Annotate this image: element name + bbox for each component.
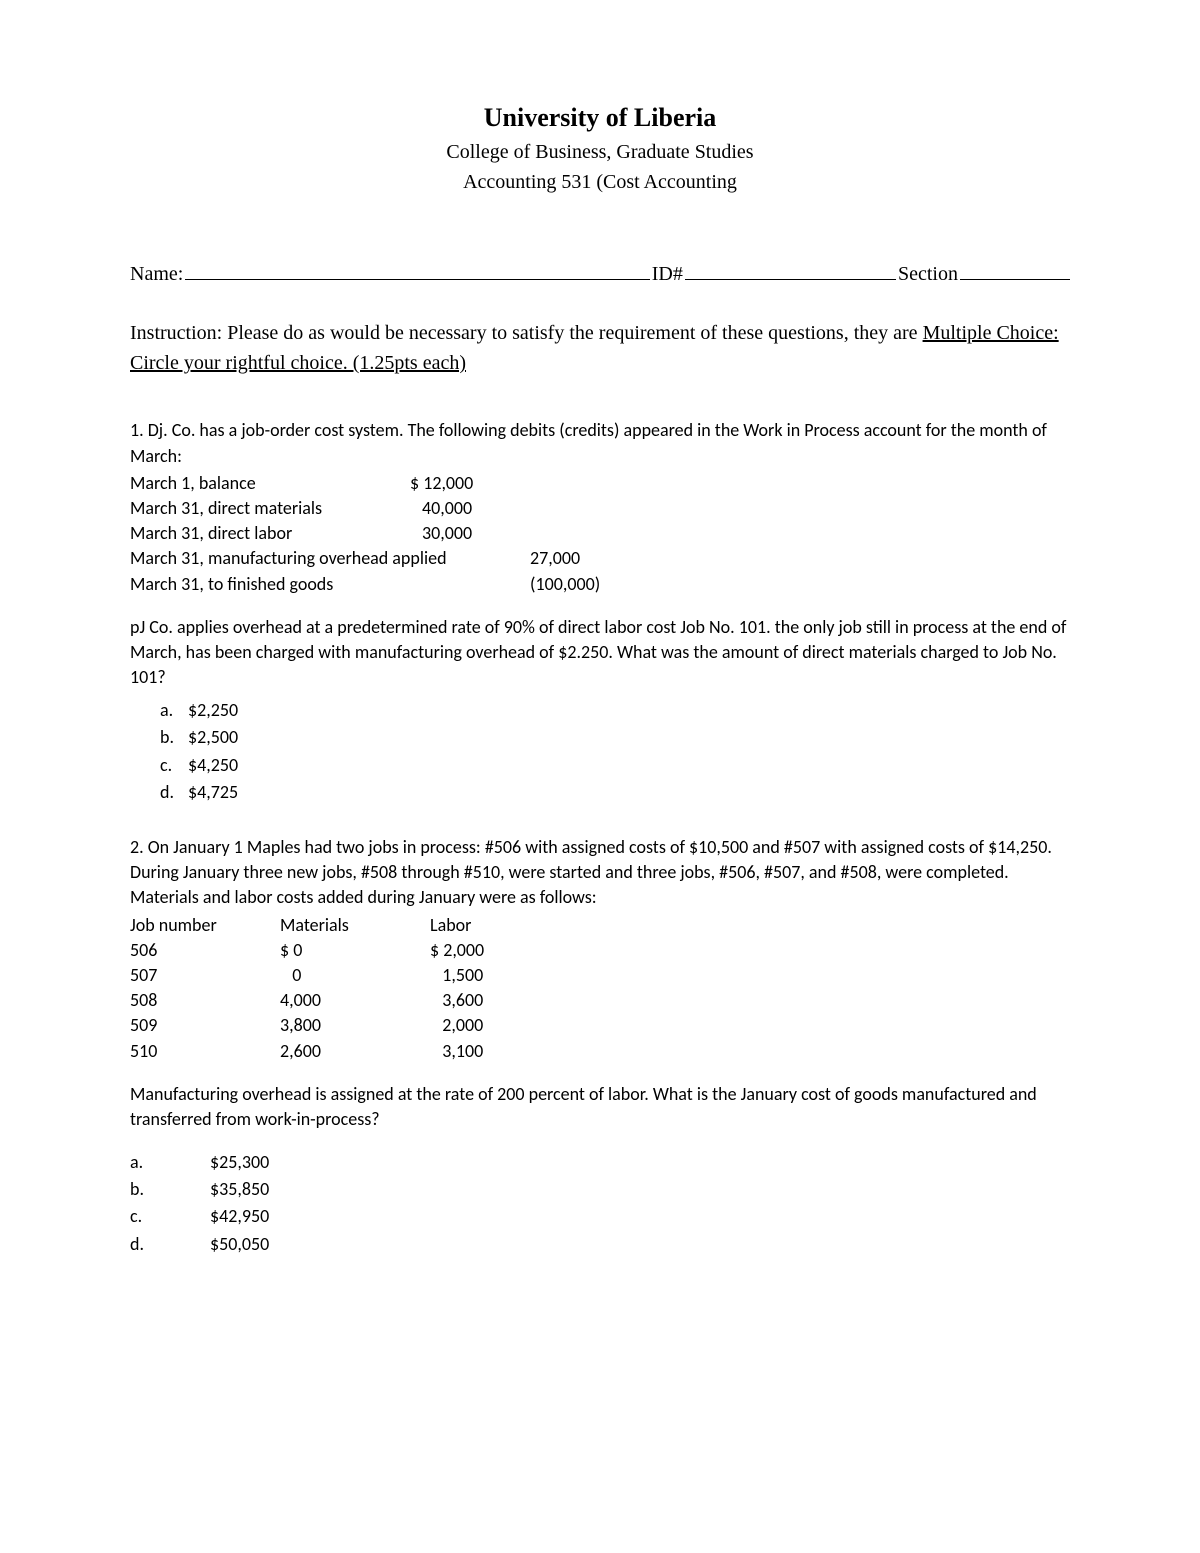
q2-jobs-table: Job number Materials Labor 506 $ 0 $ 2,0… xyxy=(130,913,1070,1064)
choice-a[interactable]: a. $2,250 xyxy=(160,698,1070,723)
choice-letter: a. xyxy=(160,698,188,723)
college-subtitle: College of Business, Graduate Studies xyxy=(130,138,1070,166)
wip-label: March 31, direct materials xyxy=(130,496,410,521)
wip-label: March 31, to finished goods xyxy=(130,572,530,597)
table-row: March 1, balance $ 12,000 xyxy=(130,471,1070,496)
question-1: 1. Dj. Co. has a job-order cost system. … xyxy=(130,418,1070,805)
document-header: University of Liberia College of Busines… xyxy=(130,100,1070,196)
q1-choices: a. $2,250 b. $2,500 c. $4,250 d. $4,725 xyxy=(160,698,1070,805)
choice-d[interactable]: d. $50,050 xyxy=(130,1232,1070,1257)
cell: 3,600 xyxy=(430,988,580,1013)
choice-letter: d. xyxy=(130,1232,210,1257)
section-label: Section xyxy=(898,260,958,288)
choice-a[interactable]: a. $25,300 xyxy=(130,1150,1070,1175)
cell: 508 xyxy=(130,988,280,1013)
table-row: March 31, direct materials 40,000 xyxy=(130,496,1070,521)
course-subtitle: Accounting 531 (Cost Accounting xyxy=(130,168,1070,196)
q1-intro: 1. Dj. Co. has a job-order cost system. … xyxy=(130,418,1070,468)
choice-text: $42,950 xyxy=(210,1204,269,1229)
wip-label: March 1, balance xyxy=(130,471,410,496)
wip-label: March 31, manufacturing overhead applied xyxy=(130,546,530,571)
choice-b[interactable]: b. $35,850 xyxy=(130,1177,1070,1202)
cell: 3,100 xyxy=(430,1039,580,1064)
choice-text: $25,300 xyxy=(210,1150,269,1175)
name-label: Name: xyxy=(130,260,183,288)
col-header: Labor xyxy=(430,913,580,938)
cell: 3,800 xyxy=(280,1013,430,1038)
choice-d[interactable]: d. $4,725 xyxy=(160,780,1070,805)
choice-text: $35,850 xyxy=(210,1177,269,1202)
choice-letter: d. xyxy=(160,780,188,805)
choice-c[interactable]: c. $42,950 xyxy=(130,1204,1070,1229)
cell: 509 xyxy=(130,1013,280,1038)
table-row: 508 4,000 3,600 xyxy=(130,988,1070,1013)
wip-value: 40,000 xyxy=(410,496,510,521)
cell: 507 xyxy=(130,963,280,988)
choice-letter: c. xyxy=(160,753,188,778)
col-header: Materials xyxy=(280,913,430,938)
question-2: 2. On January 1 Maples had two jobs in p… xyxy=(130,835,1070,1257)
id-label: ID# xyxy=(652,260,683,288)
choice-text: $4,250 xyxy=(188,753,238,778)
table-header-row: Job number Materials Labor xyxy=(130,913,1070,938)
table-row: March 31, manufacturing overhead applied… xyxy=(130,546,1070,571)
wip-label: March 31, direct labor xyxy=(130,521,410,546)
cell: 510 xyxy=(130,1039,280,1064)
q2-choices: a. $25,300 b. $35,850 c. $42,950 d. $50,… xyxy=(130,1150,1070,1257)
choice-text: $2,250 xyxy=(188,698,238,723)
choice-text: $2,500 xyxy=(188,725,238,750)
q1-subquestion: pJ Co. applies overhead at a predetermin… xyxy=(130,615,1070,691)
cell: $ 2,000 xyxy=(430,938,580,963)
wip-value: $ 12,000 xyxy=(410,471,510,496)
choice-b[interactable]: b. $2,500 xyxy=(160,725,1070,750)
table-row: 507 0 1,500 xyxy=(130,963,1070,988)
table-row: 510 2,600 3,100 xyxy=(130,1039,1070,1064)
wip-value: (100,000) xyxy=(530,572,630,597)
choice-letter: b. xyxy=(160,725,188,750)
q2-intro: 2. On January 1 Maples had two jobs in p… xyxy=(130,835,1070,911)
q2-subquestion: Manufacturing overhead is assigned at th… xyxy=(130,1082,1070,1132)
student-info-row: Name: ID# Section xyxy=(130,256,1070,288)
id-blank[interactable] xyxy=(685,256,896,280)
cell: 0 xyxy=(280,963,430,988)
name-blank[interactable] xyxy=(185,256,649,280)
cell: 4,000 xyxy=(280,988,430,1013)
wip-value: 30,000 xyxy=(410,521,510,546)
choice-letter: b. xyxy=(130,1177,210,1202)
instruction-text: Instruction: Please do as would be neces… xyxy=(130,318,1070,378)
choice-text: $4,725 xyxy=(188,780,238,805)
choice-c[interactable]: c. $4,250 xyxy=(160,753,1070,778)
table-row: 509 3,800 2,000 xyxy=(130,1013,1070,1038)
cell: 2,000 xyxy=(430,1013,580,1038)
cell: 2,600 xyxy=(280,1039,430,1064)
cell: 506 xyxy=(130,938,280,963)
section-blank[interactable] xyxy=(960,256,1070,280)
col-header: Job number xyxy=(130,913,280,938)
instruction-prefix: Instruction: Please do as would be neces… xyxy=(130,322,923,344)
wip-value: 27,000 xyxy=(530,546,630,571)
cell: 1,500 xyxy=(430,963,580,988)
q1-wip-table: March 1, balance $ 12,000 March 31, dire… xyxy=(130,471,1070,597)
choice-letter: a. xyxy=(130,1150,210,1175)
table-row: 506 $ 0 $ 2,000 xyxy=(130,938,1070,963)
cell: $ 0 xyxy=(280,938,430,963)
table-row: March 31, to finished goods (100,000) xyxy=(130,572,1070,597)
choice-letter: c. xyxy=(130,1204,210,1229)
table-row: March 31, direct labor 30,000 xyxy=(130,521,1070,546)
university-title: University of Liberia xyxy=(130,100,1070,136)
choice-text: $50,050 xyxy=(210,1232,269,1257)
